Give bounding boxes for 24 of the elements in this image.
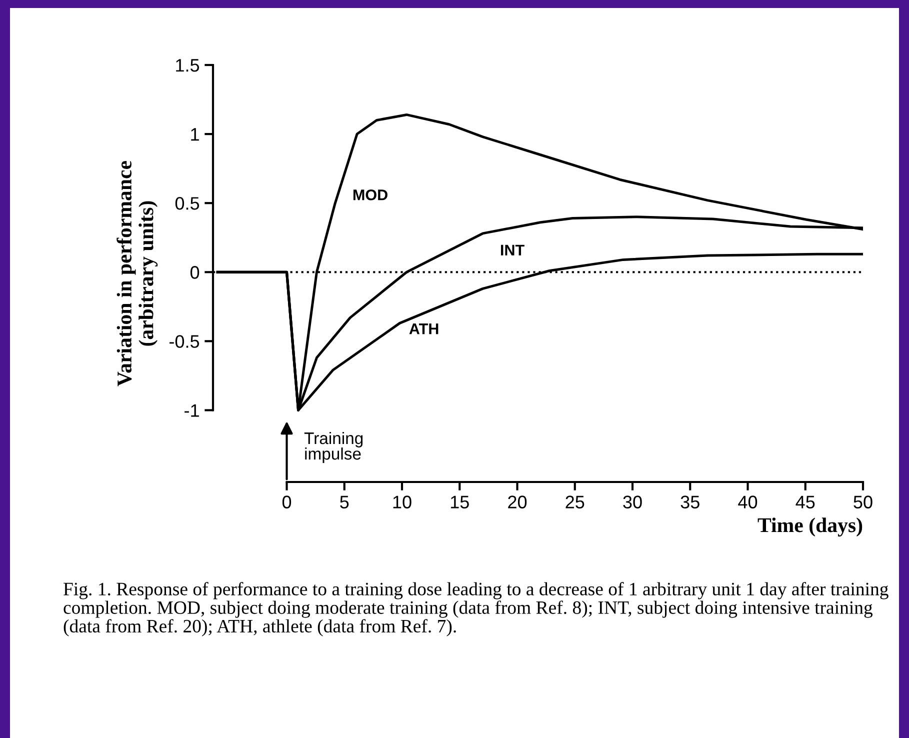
y-tick-label: -1 bbox=[184, 404, 199, 417]
y-tick-label: 0.5 bbox=[175, 197, 200, 210]
y-tick-label: 1 bbox=[191, 128, 199, 141]
series-label: MOD bbox=[353, 189, 388, 200]
x-tick-label: 30 bbox=[623, 496, 642, 508]
x-tick-label: 45 bbox=[796, 496, 815, 508]
series-label: INT bbox=[500, 244, 524, 256]
x-tick-label: 35 bbox=[680, 496, 700, 508]
x-tick-label: 5 bbox=[340, 496, 349, 508]
x-axis-title: Time (days) bbox=[758, 518, 862, 537]
x-tick-label: 15 bbox=[450, 496, 469, 508]
caption: Fig. 1. Response of performance to a training dose leading to a decrease of 1 arbitrary unit 1 day after training completion. MOD, subject doing moderate training (data from Ref. 8); INT, subject doing intensive training (data from Ref. 20); ATH, athlete (data from Ref. 7). bbox=[64, 582, 888, 636]
y-tick-label: -0.5 bbox=[170, 335, 200, 348]
y-tick-label: 0 bbox=[190, 266, 200, 279]
x-tick-label: 50 bbox=[854, 496, 872, 508]
x-tick-label: 10 bbox=[393, 496, 412, 508]
series-label: ATH bbox=[409, 324, 438, 334]
y-tick-label: 1.5 bbox=[176, 59, 200, 72]
y-axis-title: Variation in performance (arbitrary units) bbox=[116, 161, 158, 386]
annotation: Training impulse bbox=[304, 432, 363, 464]
x-tick-label: 20 bbox=[508, 496, 527, 508]
x-tick-label: 40 bbox=[738, 496, 758, 508]
x-tick-label: 25 bbox=[566, 496, 584, 508]
x-tick-label: 0 bbox=[282, 496, 292, 508]
